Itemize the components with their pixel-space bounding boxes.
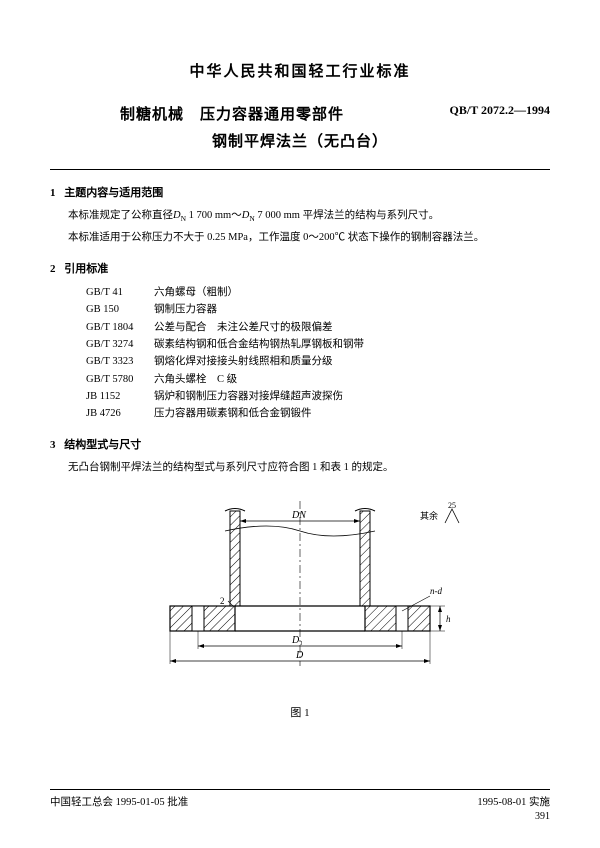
ref-item: GB 150钢制压力容器 xyxy=(86,301,550,318)
page-footer: 中国轻工总会 1995-01-05 批准 1995-08-01 实施 391 xyxy=(50,789,550,822)
ref-item: GB/T 1804公差与配合 未注公差尺寸的极限偏差 xyxy=(86,319,550,336)
title-row: 制糖机械 压力容器通用零部件 QB/T 2072.2—1994 xyxy=(50,103,550,124)
footer-row: 中国轻工总会 1995-01-05 批准 1995-08-01 实施 xyxy=(50,794,550,809)
ref-code: GB 150 xyxy=(86,301,154,318)
section-1-num: 1 xyxy=(50,187,56,199)
reference-list: GB/T 41六角螺母（粗制） GB 150钢制压力容器 GB/T 1804公差… xyxy=(86,284,550,423)
s1p1-dn: D xyxy=(173,210,181,221)
figure-1-label: 图 1 xyxy=(50,704,550,720)
section-1-p2: 本标准适用于公称压力不大于 0.25 MPa，工作温度 0～200℃ 状态下操作… xyxy=(68,230,550,246)
ref-item: GB/T 3274碳素结构钢和低合金结构钢热轧厚钢板和钢带 xyxy=(86,336,550,353)
ref-code: GB/T 3323 xyxy=(86,353,154,370)
svg-text:2: 2 xyxy=(220,596,225,606)
ref-item: JB 4726压力容器用碳素钢和低合金钢锻件 xyxy=(86,405,550,422)
section-1-p1: 本标准规定了公称直径DN 1 700 mm～DN 7 000 mm 平焊法兰的结… xyxy=(68,208,550,225)
svg-text:D: D xyxy=(295,650,304,661)
ref-name: 钢熔化焊对接接头射线照相和质量分级 xyxy=(154,356,333,367)
flange-diagram-icon: 2 DN 其余 25 n-d h D₁ D xyxy=(120,491,480,691)
section-1-title: 主题内容与适用范围 xyxy=(64,187,163,199)
ref-name: 锅炉和钢制压力容器对接焊缝超声波探伤 xyxy=(154,391,343,402)
org-title: 中华人民共和国轻工行业标准 xyxy=(50,60,550,81)
ref-code: JB 4726 xyxy=(86,405,154,422)
svg-text:D₁: D₁ xyxy=(291,635,303,646)
section-1-heading: 1 主题内容与适用范围 xyxy=(50,184,550,200)
s1p1-suffix: 7 000 mm 平焊法兰的结构与系列尺寸。 xyxy=(255,210,439,221)
svg-text:h: h xyxy=(446,614,451,624)
footer-divider xyxy=(50,789,550,790)
ref-code: GB/T 3274 xyxy=(86,336,154,353)
ref-item: GB/T 3323钢熔化焊对接接头射线照相和质量分级 xyxy=(86,353,550,370)
ref-code: GB/T 1804 xyxy=(86,319,154,336)
section-3-num: 3 xyxy=(50,439,56,451)
ref-code: JB 1152 xyxy=(86,388,154,405)
ref-item: JB 1152锅炉和钢制压力容器对接焊缝超声波探伤 xyxy=(86,388,550,405)
ref-item: GB/T 5780六角头螺栓 C 级 xyxy=(86,371,550,388)
subtitle: 钢制平焊法兰（无凸台） xyxy=(50,130,550,151)
ref-name: 六角头螺栓 C 级 xyxy=(154,374,237,385)
ref-name: 钢制压力容器 xyxy=(154,304,217,315)
figure-1: 2 DN 其余 25 n-d h D₁ D 图 1 xyxy=(50,491,550,720)
s1p1-prefix: 本标准规定了公称直径 xyxy=(68,210,173,221)
svg-text:n-d: n-d xyxy=(430,586,442,596)
svg-text:DN: DN xyxy=(291,510,307,521)
effective-text: 1995-08-01 实施 xyxy=(477,794,550,809)
ref-name: 压力容器用碳素钢和低合金钢锻件 xyxy=(154,408,312,419)
section-3-p1: 无凸台钢制平焊法兰的结构型式与系列尺寸应符合图 1 和表 1 的规定。 xyxy=(68,460,550,476)
ref-name: 公差与配合 未注公差尺寸的极限偏差 xyxy=(154,322,333,333)
section-2-num: 2 xyxy=(50,263,56,275)
section-2-heading: 2 引用标准 xyxy=(50,260,550,276)
ref-name: 六角螺母（粗制） xyxy=(154,287,238,298)
section-2-title: 引用标准 xyxy=(64,263,108,275)
approval-text: 中国轻工总会 1995-01-05 批准 xyxy=(50,794,188,809)
ref-item: GB/T 41六角螺母（粗制） xyxy=(86,284,550,301)
section-3-title: 结构型式与尺寸 xyxy=(64,439,141,451)
ref-code: GB/T 5780 xyxy=(86,371,154,388)
main-title: 制糖机械 压力容器通用零部件 xyxy=(120,103,344,124)
header-divider xyxy=(50,169,550,170)
section-3-heading: 3 结构型式与尺寸 xyxy=(50,436,550,452)
ref-code: GB/T 41 xyxy=(86,284,154,301)
ref-name: 碳素结构钢和低合金结构钢热轧厚钢板和钢带 xyxy=(154,339,364,350)
page-number: 391 xyxy=(50,811,550,822)
svg-text:25: 25 xyxy=(448,501,456,510)
s1p1-range: 1 700 mm～ xyxy=(186,210,242,221)
svg-text:其余: 其余 xyxy=(420,510,438,521)
standard-code: QB/T 2072.2—1994 xyxy=(450,103,550,118)
